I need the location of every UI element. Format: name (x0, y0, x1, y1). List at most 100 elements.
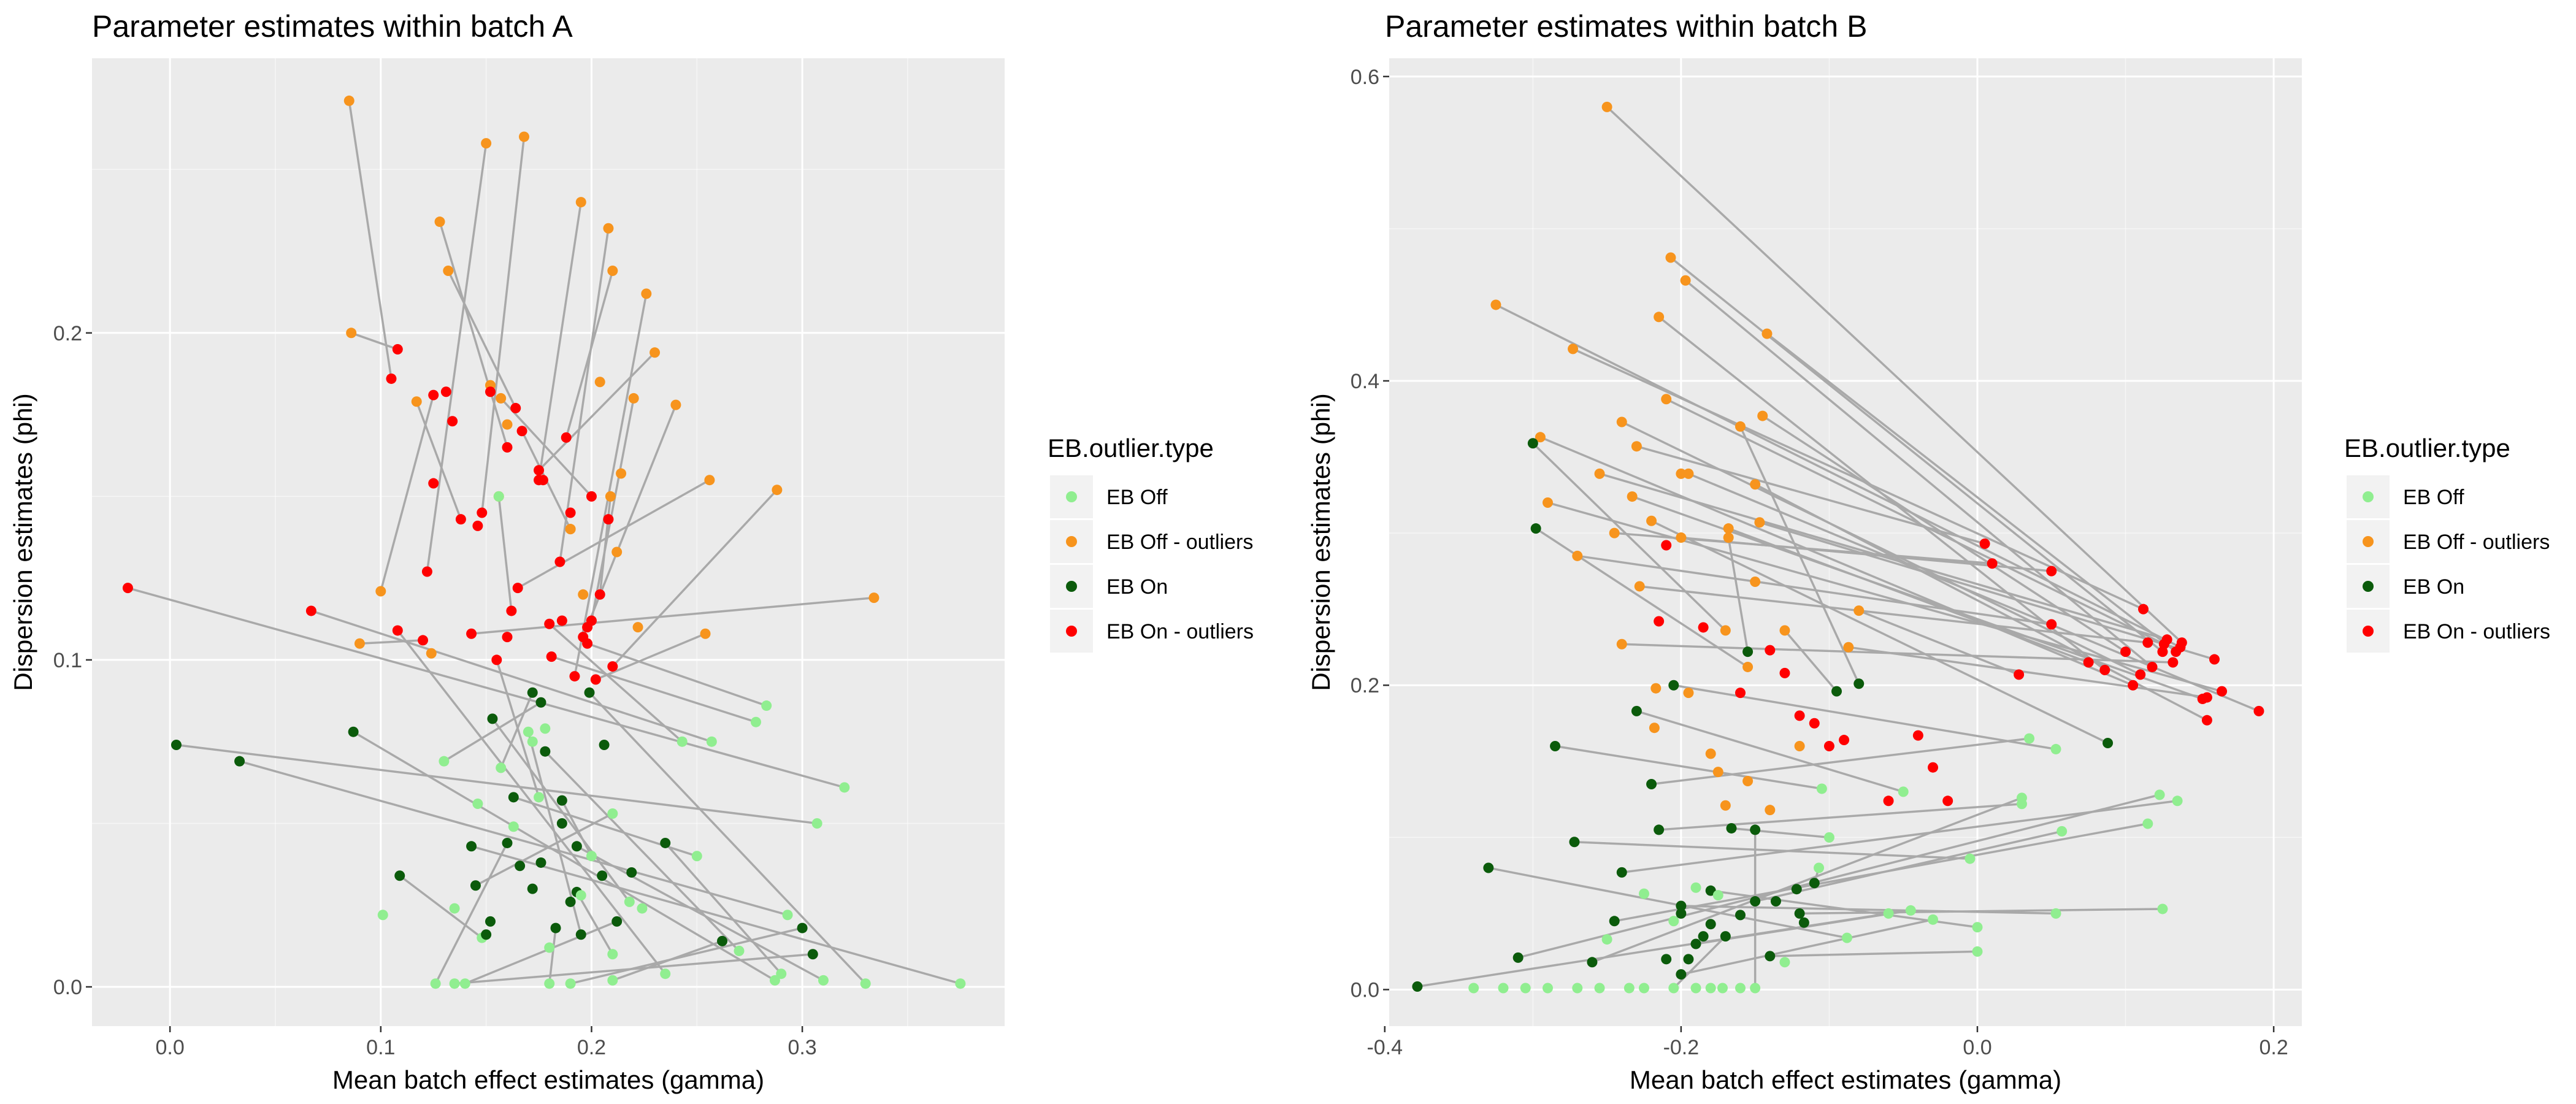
pair-segment (1488, 867, 1847, 939)
x-tick-label: 0.1 (366, 1036, 395, 1059)
data-point-on-out (392, 343, 403, 355)
data-point-on-out (2014, 669, 2025, 680)
data-point-off (496, 762, 507, 773)
data-point-on-out (2099, 664, 2110, 675)
data-point-off (1542, 983, 1553, 994)
data-point-off (575, 890, 586, 901)
data-point-on-out (1979, 538, 1990, 549)
pair-segment (447, 270, 517, 409)
legend-swatch-on (2363, 581, 2374, 592)
data-point-off-out (1742, 776, 1754, 787)
data-point-on-out (418, 635, 429, 646)
pair-segment (454, 953, 813, 985)
data-point-off-out (518, 131, 529, 142)
pair-segment (1739, 426, 1860, 684)
data-point-on-out (512, 583, 523, 594)
pair-segment (1769, 950, 1978, 957)
pair-segment (500, 397, 592, 497)
pair-segment (1592, 797, 2023, 964)
pair-segment (176, 743, 818, 825)
pair-segment (590, 398, 635, 621)
data-point-on (1676, 969, 1687, 980)
data-point-on (485, 916, 496, 927)
data-point-off-out (1794, 740, 1805, 751)
data-point-off (493, 491, 504, 502)
data-point-off-out (575, 197, 586, 208)
data-point-off (508, 821, 519, 832)
data-point-off-out (1676, 532, 1687, 543)
data-point-on (535, 697, 546, 708)
x-tick-label: 0.0 (1963, 1036, 1991, 1059)
pair-segment (353, 730, 776, 981)
data-point-on (1791, 884, 1802, 895)
axis-ticks-b: -0.4 -0.2 0.0 0.2 0.0 0.2 0.4 0.6 (1351, 66, 2288, 1059)
data-point-on-out (2201, 715, 2212, 726)
data-point-off (1668, 983, 1679, 994)
data-point-off-out (1680, 275, 1691, 286)
data-point-off (706, 736, 717, 747)
data-point-on (550, 922, 561, 933)
legend-swatch-on-out (1066, 626, 1077, 637)
data-point-on (1587, 957, 1598, 968)
data-point-on (1698, 931, 1709, 942)
data-point-on-out (556, 615, 567, 626)
data-point-off (2050, 743, 2061, 754)
data-point-off (860, 978, 871, 989)
pair-segment (1685, 279, 2153, 668)
data-point-on (660, 837, 671, 848)
data-point-off-out (1649, 723, 1660, 734)
data-point-off (955, 978, 966, 989)
data-point-on (571, 841, 582, 852)
data-point-off (1520, 983, 1531, 994)
pair-segment (1658, 803, 2022, 831)
data-point-on (1831, 686, 1842, 697)
data-point-off (660, 968, 671, 979)
y-tick-label: 0.2 (53, 322, 82, 345)
data-point-off (1572, 983, 1583, 994)
data-point-on-out (594, 589, 605, 600)
pair-segment (500, 692, 534, 769)
legend-label: EB On (2403, 575, 2464, 599)
data-point-on (527, 883, 538, 894)
data-point-on (171, 740, 182, 751)
data-point-off-out (641, 288, 652, 299)
data-point-on (1742, 646, 1754, 657)
data-point-off-out (565, 524, 576, 535)
data-point-on (515, 861, 526, 872)
chart-title-a: Parameter estimates within batch A (92, 9, 573, 44)
data-point-on (527, 687, 538, 698)
data-point-on (1690, 938, 1701, 949)
data-point-on (1646, 779, 1657, 789)
data-point-on (1412, 981, 1423, 992)
y-tick-label: 0.6 (1351, 66, 1379, 89)
data-point-on (1750, 824, 1761, 835)
data-point-on (556, 795, 567, 806)
data-point-off (2016, 792, 2027, 803)
data-point-on-out (472, 520, 483, 531)
data-point-off-out (375, 586, 386, 597)
data-point-off (1601, 934, 1612, 945)
data-point-on-out (537, 475, 548, 486)
legend-label: EB Off (2403, 486, 2464, 509)
data-point-on-out (1794, 710, 1805, 721)
pair-segment (664, 842, 783, 975)
data-point-on-out (2135, 669, 2146, 680)
x-tick-label: -0.2 (1663, 1036, 1700, 1059)
data-point-on-out (1698, 622, 1709, 633)
pair-segment (1636, 445, 1985, 545)
data-point-off (377, 910, 388, 921)
y-tick-label: 0.2 (1351, 674, 1379, 697)
pair-segment (1639, 585, 2148, 644)
data-point-off-out (632, 622, 643, 633)
data-point-on-out (1809, 718, 1820, 729)
pair-segment (1766, 332, 2177, 653)
data-point-on (1705, 919, 1716, 930)
data-point-off (1498, 983, 1509, 994)
pair-segment (496, 659, 540, 798)
data-point-on-out (1839, 735, 1850, 746)
pair-segment (1755, 830, 2063, 903)
data-point-on (234, 756, 245, 767)
legend-label: EB Off - outliers (2403, 531, 2550, 554)
data-point-off-out (868, 592, 880, 604)
pair-segment (239, 760, 788, 916)
